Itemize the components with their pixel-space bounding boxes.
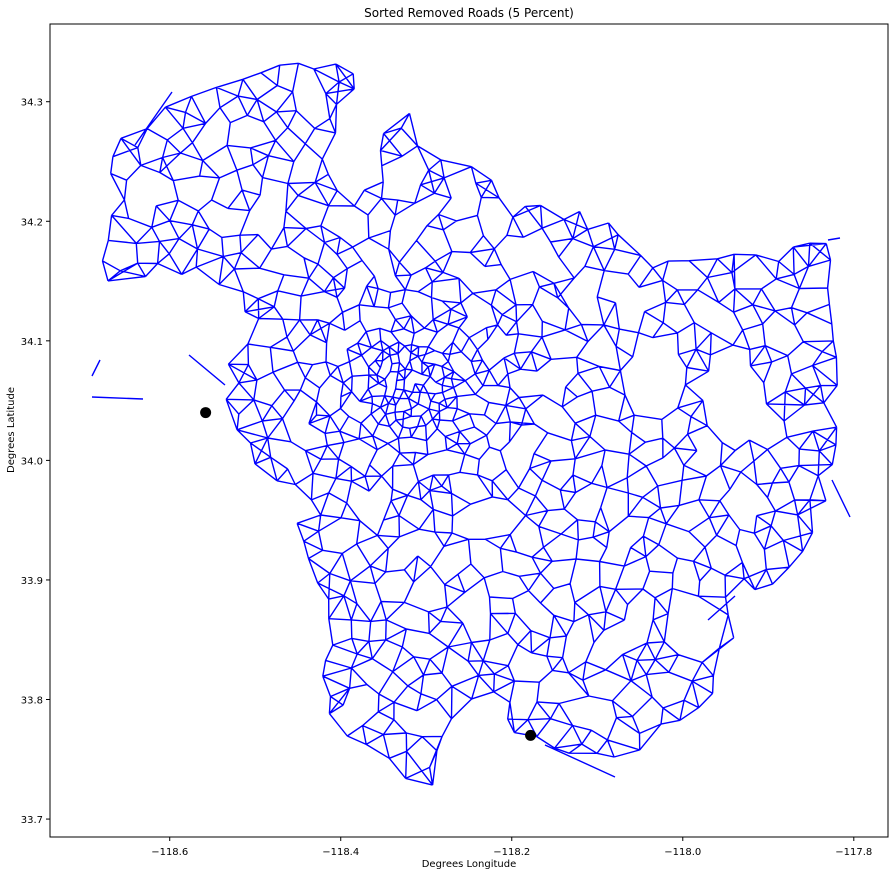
- y-tick-label: 34.0: [21, 456, 43, 467]
- y-axis: 33.7 33.8 33.9 34.0 34.1 34.2 34.3: [21, 98, 50, 826]
- y-axis-label: Degrees Latitude: [6, 387, 17, 473]
- y-tick-label: 33.7: [21, 815, 43, 826]
- road-segments: [91, 62, 851, 786]
- y-tick-label: 34.2: [21, 217, 43, 228]
- x-axis: −118.6 −118.4 −118.2 −118.0 −117.8: [151, 837, 872, 858]
- y-tick-label: 34.1: [21, 337, 43, 348]
- road-network: [91, 62, 851, 786]
- x-tick-label: −117.8: [835, 847, 872, 858]
- highlight-point: [200, 407, 212, 419]
- y-tick-label: 33.9: [21, 576, 43, 587]
- x-tick-label: −118.0: [664, 847, 701, 858]
- y-tick-label: 34.3: [21, 98, 43, 109]
- x-axis-label: Degrees Longitude: [422, 859, 517, 870]
- marker-layer: [200, 407, 537, 741]
- y-tick-label: 33.8: [21, 696, 43, 707]
- x-tick-label: −118.2: [493, 847, 530, 858]
- chart-title: Sorted Removed Roads (5 Percent): [364, 6, 574, 20]
- plot-frame: [49, 23, 889, 838]
- highlight-point: [525, 729, 537, 741]
- x-tick-label: −118.6: [151, 847, 188, 858]
- x-tick-label: −118.4: [322, 847, 359, 858]
